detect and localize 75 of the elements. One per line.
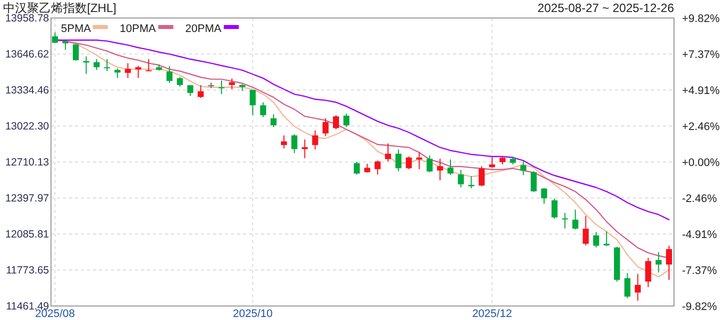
legend-label: 10PMA: [120, 23, 157, 35]
y2-tick-label: +9.82%: [682, 12, 720, 25]
y2-tick-label: -7.37%: [682, 264, 718, 277]
candlestick: [374, 160, 381, 175]
candlestick: [187, 84, 194, 96]
candlestick: [291, 134, 298, 154]
candlestick: [176, 76, 183, 87]
chart-title: 中汉聚乙烯指数[ZHL]: [3, 1, 116, 15]
candlestick: [458, 169, 464, 188]
candlestick: [280, 134, 287, 149]
y2-tick-label: -9.82%: [682, 300, 718, 313]
y-tick-label: 12085.81: [5, 228, 50, 241]
y-tick-label: 13334.46: [5, 84, 50, 97]
candlestick: [478, 166, 485, 187]
candlestick: [562, 212, 568, 229]
candlestick: [656, 252, 662, 273]
y-tick-label: 13022.30: [5, 120, 50, 133]
candlestick: [114, 68, 120, 78]
candlestick: [354, 161, 360, 175]
candlestick: [604, 230, 610, 247]
candlestick: [166, 66, 172, 84]
candlestick: [72, 44, 79, 62]
candlestick: [146, 58, 152, 72]
candlestick: [572, 209, 578, 230]
candlestick: [198, 84, 204, 99]
candlestick: [228, 78, 235, 90]
candlestick: [343, 113, 350, 128]
candlestick: [218, 80, 225, 94]
candlestick: [250, 89, 256, 116]
candlestick: [426, 154, 433, 173]
candlestick: [624, 272, 630, 299]
y-tick-label: 12710.13: [5, 156, 50, 169]
candlestick: [395, 148, 402, 172]
x-tick-label: 2025/12: [472, 308, 512, 320]
y-tick-label: 12397.97: [5, 192, 50, 205]
y2-tick-label: -2.46%: [682, 192, 718, 205]
y-tick-label: 11773.65: [6, 264, 50, 277]
candlestick: [104, 58, 110, 72]
candlestick: [312, 130, 318, 150]
legend-label: 20PMA: [185, 23, 222, 35]
candlestick: [634, 273, 641, 302]
candlestick: [260, 102, 266, 118]
chart-subtitle: 2025-08-27 ~ 2025-12-26: [538, 1, 674, 15]
candlestick: [416, 152, 422, 170]
candlestick: [302, 138, 308, 159]
candlestick: [385, 142, 392, 162]
y2-tick-label: -4.91%: [682, 228, 718, 241]
candlestick: [52, 32, 58, 44]
candlestick: [83, 56, 90, 74]
candlestick: [437, 158, 444, 181]
candlestick: [666, 245, 672, 280]
y2-tick-label: +4.91%: [682, 84, 720, 97]
candlestick: [530, 170, 537, 192]
candlestick: [593, 232, 600, 248]
candlestick: [124, 62, 131, 78]
candlestick: [270, 114, 277, 128]
candlestick: [489, 156, 496, 168]
y2-tick-label: +0.00%: [682, 156, 720, 169]
candlestick: [322, 118, 329, 137]
candlestick: [332, 114, 339, 130]
candlestick: [406, 156, 412, 170]
candlestick: [645, 257, 652, 288]
candlestick: [135, 65, 142, 78]
candlestick: [520, 160, 526, 176]
y2-tick-label: +2.46%: [682, 120, 720, 133]
legend-label: 5PMA: [61, 23, 92, 35]
candlestick: [582, 215, 589, 246]
candlestick: [447, 158, 454, 176]
y2-tick-label: +7.37%: [682, 48, 720, 61]
y-tick-label: 13958.78: [5, 12, 50, 25]
candlestick: [94, 58, 100, 70]
candlestick: [552, 198, 558, 220]
x-tick-label: 2025/10: [232, 308, 273, 320]
y-tick-label: 13646.62: [5, 48, 50, 61]
candlestick: [541, 187, 548, 204]
